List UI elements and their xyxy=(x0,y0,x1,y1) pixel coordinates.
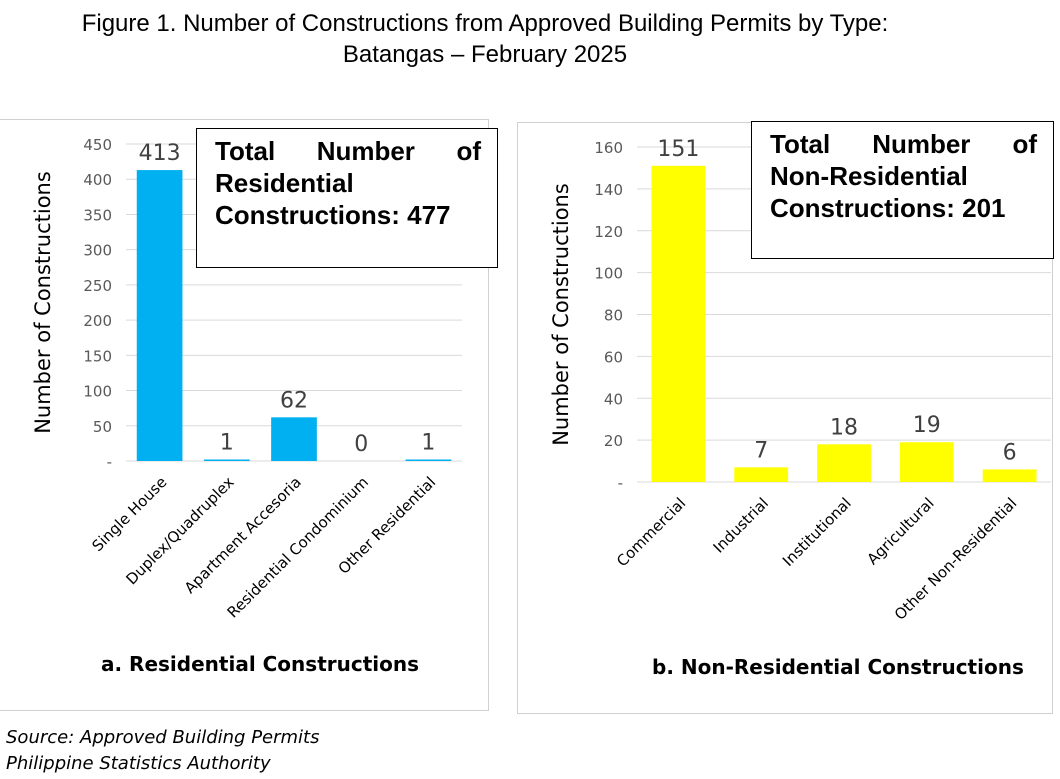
non-residential-data-label: 7 xyxy=(754,438,768,463)
non-residential-bar xyxy=(734,467,789,482)
residential-ytick-label: 50 xyxy=(93,418,112,436)
residential-ytick-label: 150 xyxy=(83,347,112,365)
non-residential-ytick-label: 140 xyxy=(594,181,623,199)
non-residential-chart: - 20 40 60 80 100 120 140 160 Number of Construct… xyxy=(549,137,1051,624)
figure-title-line-2: Batangas – February 2025 xyxy=(342,41,628,68)
non-residential-ytick-label: 20 xyxy=(604,432,623,450)
source-line-1: Source: Approved Building Permits xyxy=(6,727,320,748)
residential-y-axis-label: Number of Constructions xyxy=(31,171,55,434)
residential-data-label: 0 xyxy=(354,432,368,457)
non-residential-category-label: Industrial xyxy=(710,494,772,556)
non-residential-bar xyxy=(982,469,1037,482)
residential-bar xyxy=(271,417,317,461)
residential-category-label: Apartment Accesoria xyxy=(181,473,305,597)
non-residential-bar xyxy=(899,442,954,482)
residential-total-line-1: Total Number of xyxy=(215,135,481,167)
residential-data-label: 1 xyxy=(421,431,435,456)
residential-ytick-label: - xyxy=(107,453,112,471)
residential-ytick-label: 200 xyxy=(83,312,112,330)
word-number: Number xyxy=(872,129,971,159)
residential-category-label: Residential Condominium xyxy=(224,473,372,621)
non-residential-total-line-3: Constructions: 201 xyxy=(770,193,1006,223)
non-residential-ytick-label: 120 xyxy=(594,223,623,241)
residential-ytick-label: 250 xyxy=(83,277,112,295)
residential-bar xyxy=(136,170,183,461)
residential-total-line-2: Residential xyxy=(215,168,354,198)
residential-chart: - 50 100 150 200 250 300 350 400 450 Number of Con… xyxy=(31,136,462,621)
residential-ytick-label: 100 xyxy=(83,383,112,401)
non-residential-bar xyxy=(817,444,871,482)
non-residential-ytick-label: 100 xyxy=(594,265,623,283)
residential-caption: a. Residential Constructions xyxy=(101,652,420,676)
non-residential-y-axis-label: Number of Constructions xyxy=(549,183,573,446)
word-total: Total xyxy=(215,136,276,166)
figure-title-line-1: Figure 1. Number of Constructions from A… xyxy=(81,10,889,37)
non-residential-ytick-label: 40 xyxy=(604,390,623,408)
word-of: of xyxy=(456,136,481,166)
residential-chart-panel: - 50 100 150 200 250 300 350 400 450 Number of Con… xyxy=(0,119,498,711)
residential-ytick-label: 300 xyxy=(83,242,112,260)
non-residential-data-label: 6 xyxy=(1003,440,1017,465)
word-total: Total xyxy=(770,129,831,159)
non-residential-total-box: Total Number of Non-Residential Constructi… xyxy=(751,121,1054,259)
word-of: of xyxy=(1012,129,1037,159)
residential-data-label: 1 xyxy=(220,431,234,456)
residential-data-label: 62 xyxy=(280,388,308,413)
non-residential-total-line-1: Total Number of xyxy=(770,128,1037,160)
non-residential-data-label: 18 xyxy=(830,415,858,440)
residential-total-line-3: Constructions: 477 xyxy=(215,200,451,230)
non-residential-ytick-label: 60 xyxy=(604,348,623,366)
non-residential-ytick-label: 160 xyxy=(594,139,623,157)
word-number: Number xyxy=(316,136,415,166)
non-residential-caption: b. Non-Residential Constructions xyxy=(652,655,1024,679)
residential-total-box: Total Number of Residential Constructions:… xyxy=(196,128,498,268)
non-residential-category-label: Institutional xyxy=(779,494,855,570)
non-residential-category-label: Agricultural xyxy=(863,494,937,568)
residential-ytick-label: 450 xyxy=(83,136,112,154)
residential-ytick-label: 400 xyxy=(83,171,112,189)
source-line-2: Philippine Statistics Authority xyxy=(6,753,271,774)
non-residential-ytick-label: 80 xyxy=(604,307,623,325)
residential-ytick-label: 350 xyxy=(83,206,112,224)
non-residential-data-label: 19 xyxy=(913,413,941,438)
non-residential-data-label: 151 xyxy=(657,137,699,162)
non-residential-bar xyxy=(651,165,706,482)
figure-title: Figure 1. Number of Constructions from A… xyxy=(0,8,970,70)
non-residential-chart-panel: - 20 40 60 80 100 120 140 160 Number of Construct… xyxy=(517,121,1054,714)
non-residential-total-line-2: Non-Residential xyxy=(770,161,968,191)
residential-bar xyxy=(405,459,452,461)
non-residential-category-label: Commercial xyxy=(613,494,689,570)
residential-data-label: 413 xyxy=(139,141,181,166)
non-residential-ytick-label: - xyxy=(618,474,623,492)
residential-bar xyxy=(203,459,250,461)
